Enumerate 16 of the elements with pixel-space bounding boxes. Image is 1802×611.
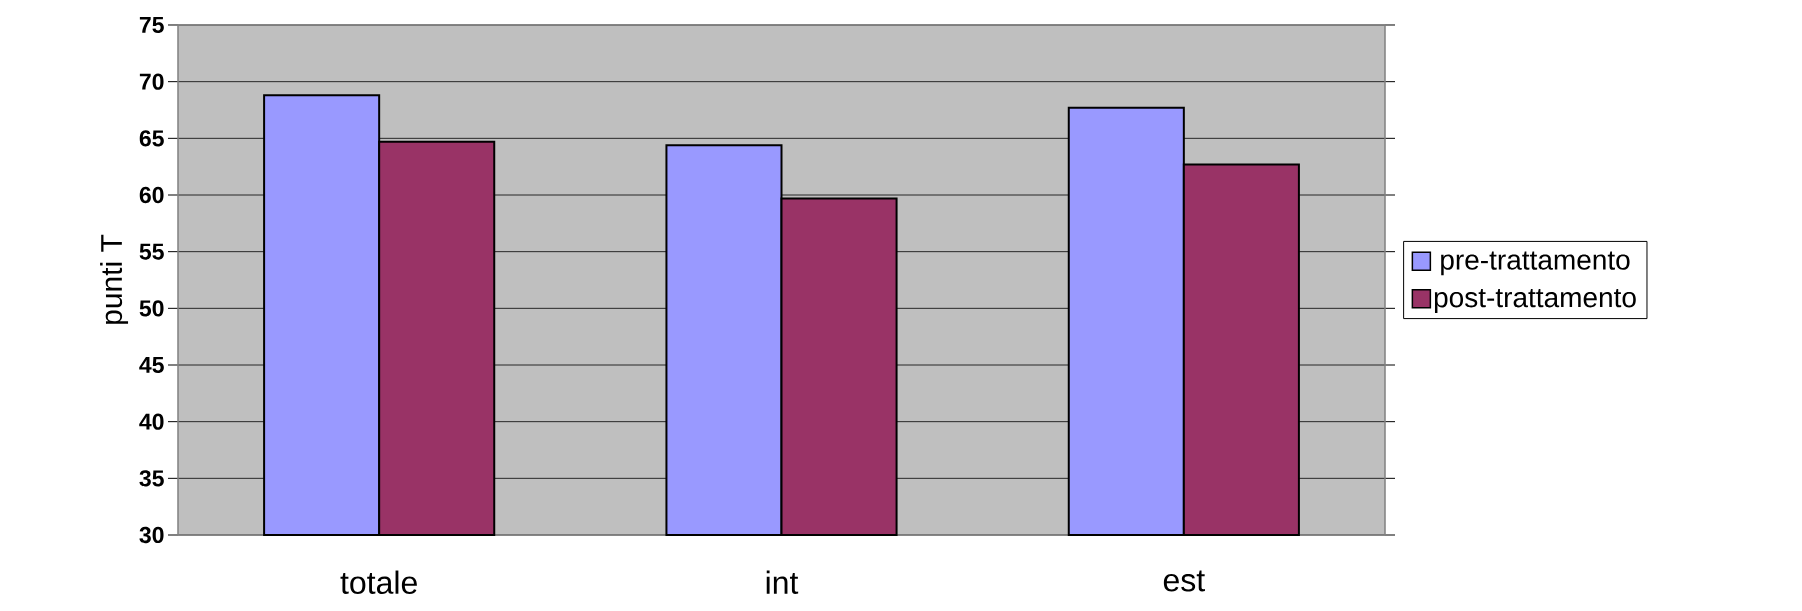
- y-tick-label: 35: [139, 470, 164, 487]
- y-tick-label: 50: [139, 300, 164, 317]
- y-axis-title: punti T: [100, 234, 129, 324]
- x-tick-label: totale: [340, 570, 417, 595]
- y-tick-label: 30: [139, 526, 164, 544]
- x-tick-label: est: [1163, 570, 1205, 592]
- x-tick-label: int: [766, 570, 799, 594]
- y-tick-label: 65: [139, 130, 164, 147]
- legend-label: post-trattamento: [1434, 288, 1636, 313]
- y-tick-label: 60: [139, 186, 164, 204]
- legend-label: pre-trattamento: [1441, 251, 1630, 276]
- y-tick-label: 70: [139, 73, 164, 90]
- y-tick-label: 55: [139, 243, 164, 260]
- y-tick-label: 45: [139, 356, 164, 374]
- y-tick-label: 40: [139, 413, 164, 430]
- y-tick-label: 75: [139, 16, 164, 34]
